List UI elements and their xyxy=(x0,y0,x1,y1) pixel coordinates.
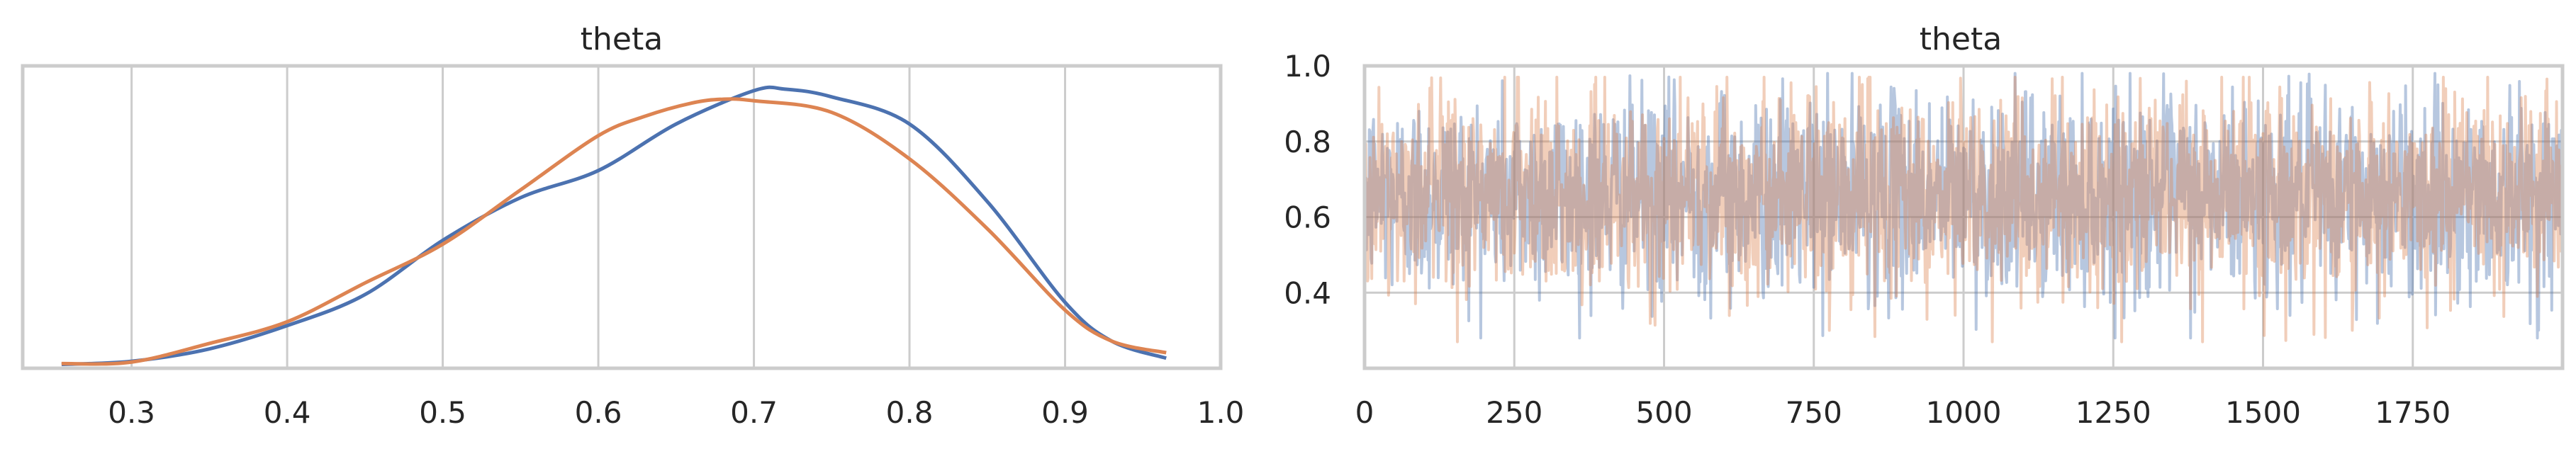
trace-series-line-1 xyxy=(1363,72,2564,340)
kde-x-tick-label: 0.4 xyxy=(264,395,311,430)
trace-x-tick-label: 500 xyxy=(1635,395,1692,430)
trace-y-tick-label: 1.0 xyxy=(1284,49,1331,84)
kde-x-tick-label: 0.5 xyxy=(419,395,466,430)
trace-x-tick-label: 1000 xyxy=(1926,395,2002,430)
kde-gridlines xyxy=(130,66,1222,368)
kde-series-line-2 xyxy=(61,97,1167,366)
kde-x-tick-label: 0.7 xyxy=(730,395,778,430)
trace-title: theta xyxy=(1920,21,2002,57)
trace-x-tick-label: 0 xyxy=(1355,395,1374,430)
kde-x-tick-labels: 0.3 0.4 0.5 0.6 0.7 0.8 0.9 1.0 xyxy=(108,395,1244,430)
kde-title: theta xyxy=(581,21,663,57)
trace-y-tick-label: 0.6 xyxy=(1284,200,1331,235)
kde-x-tick-label: 0.3 xyxy=(108,395,155,430)
trace-y-tick-labels: 0.4 0.6 0.8 1.0 xyxy=(1284,49,1331,310)
kde-series-lines xyxy=(61,85,1167,367)
trace-y-tick-label: 0.4 xyxy=(1284,275,1331,310)
trace-frame xyxy=(1362,64,2565,370)
trace-x-tick-labels: 0 250 500 750 1000 1250 1500 1750 xyxy=(1355,395,2451,430)
trace-x-tick-label: 1250 xyxy=(2076,395,2151,430)
trace-panel: theta 0 250 500 750 1000 1250 1500 1750 0.40.60… xyxy=(1284,21,2565,430)
trace-x-tick-label: 1500 xyxy=(2225,395,2301,430)
kde-x-tick-label: 0.9 xyxy=(1041,395,1089,430)
kde-panel: theta 0.3 0.4 0.5 0.6 0.7 0.8 0.9 1.0 xyxy=(21,21,1244,430)
trace-series-line-2 xyxy=(1363,76,2564,343)
trace-x-tick-label: 750 xyxy=(1786,395,1842,430)
kde-x-tick-label: 0.8 xyxy=(886,395,934,430)
trace-x-tick-label: 250 xyxy=(1486,395,1542,430)
trace-y-tick-label: 0.8 xyxy=(1284,125,1331,159)
kde-x-tick-label: 0.6 xyxy=(575,395,622,430)
trace-x-tick-label: 1750 xyxy=(2375,395,2451,430)
trace-series-lines xyxy=(1363,72,2564,343)
kde-series-line-1 xyxy=(61,85,1167,367)
kde-x-tick-label: 1.0 xyxy=(1197,395,1245,430)
kde-frame xyxy=(21,64,1223,370)
